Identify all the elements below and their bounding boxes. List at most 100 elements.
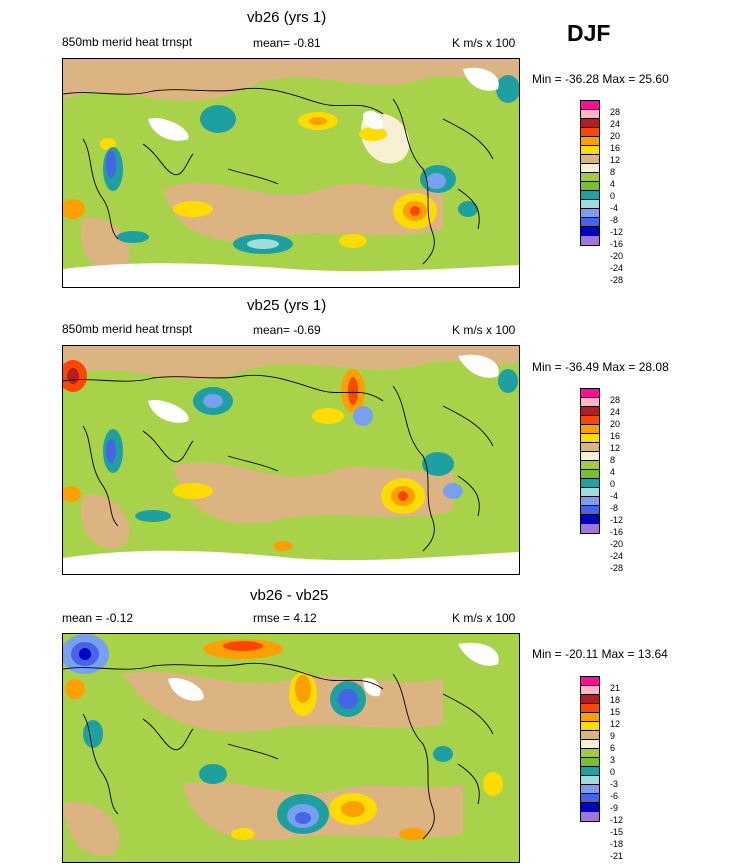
panel3-level: -3 xyxy=(610,779,619,789)
panel3-swatch xyxy=(581,740,599,749)
panel1-swatch xyxy=(581,110,599,119)
season-label: DJF xyxy=(567,20,611,46)
panel1-swatch xyxy=(581,218,599,227)
panel2-map xyxy=(62,345,520,575)
panel3-level: 3 xyxy=(610,755,616,765)
panel1-swatch xyxy=(581,200,599,209)
panel3-swatch xyxy=(581,776,599,785)
panel3-swatch xyxy=(581,731,599,740)
panel1-swatch xyxy=(581,119,599,128)
panel2-swatch xyxy=(581,515,599,524)
panel2-level: -8 xyxy=(610,503,619,513)
panel2-swatch xyxy=(581,506,599,515)
panel2-swatch xyxy=(581,389,599,398)
panel3-swatch xyxy=(581,758,599,767)
panel2-colorbar xyxy=(580,388,600,534)
panel3-units: K m/s x 100 xyxy=(452,611,516,625)
panel1-minmax: Min = -36.28 Max = 25.60 xyxy=(532,72,669,86)
panel1-swatch xyxy=(581,191,599,200)
panel1-map xyxy=(62,58,520,288)
panel1-swatch xyxy=(581,164,599,173)
panel3-level: -12 xyxy=(610,815,624,825)
panel2-swatch xyxy=(581,434,599,443)
panel3-swatch xyxy=(581,812,599,821)
panel1-level: 12 xyxy=(610,155,621,165)
panel1-title: vb26 (yrs 1) xyxy=(247,9,327,26)
panel3-level: 18 xyxy=(610,695,621,705)
panel3-level: -18 xyxy=(610,839,624,849)
panel2-level: -28 xyxy=(610,563,624,573)
panel3-minmax: Min = -20.11 Max = 13.64 xyxy=(532,647,668,661)
panel2-mean: mean= -0.69 xyxy=(253,323,321,337)
panel1-mean: mean= -0.81 xyxy=(253,36,321,50)
panel3-level: 21 xyxy=(610,683,621,693)
panel2-swatch xyxy=(581,470,599,479)
panel1-swatch xyxy=(581,137,599,146)
panel1-level: 0 xyxy=(610,191,616,201)
panel2-swatch xyxy=(581,416,599,425)
panel3-swatch xyxy=(581,785,599,794)
panel3-level: -21 xyxy=(610,851,624,861)
panel1-subtitle: 850mb merid heat trnspt xyxy=(62,35,193,49)
panel2-level: 0 xyxy=(610,479,616,489)
panel2-swatch xyxy=(581,497,599,506)
panel2-swatch xyxy=(581,407,599,416)
panel2-swatch xyxy=(581,524,599,533)
panel3-swatch xyxy=(581,695,599,704)
panel2-swatch xyxy=(581,479,599,488)
panel3-swatch xyxy=(581,794,599,803)
panel2-level: -24 xyxy=(610,551,624,561)
panel3-level: 12 xyxy=(610,719,621,729)
panel1-swatch xyxy=(581,236,599,245)
panel1-level: -4 xyxy=(610,203,619,213)
panel3-level: 6 xyxy=(610,743,616,753)
panel3-swatch xyxy=(581,767,599,776)
panel2-swatch xyxy=(581,398,599,407)
panel3-swatch xyxy=(581,704,599,713)
panel1-level: -8 xyxy=(610,215,619,225)
panel1-units: K m/s x 100 xyxy=(452,36,516,50)
panel1-level: -24 xyxy=(610,263,624,273)
panel1-level: 16 xyxy=(610,143,621,153)
panel2-level: -20 xyxy=(610,539,624,549)
panel1-level: -16 xyxy=(610,239,624,249)
panel1-swatch xyxy=(581,227,599,236)
panel2-minmax: Min = -36.49 Max = 28.08 xyxy=(532,360,669,374)
panel2-swatch xyxy=(581,488,599,497)
panel2-level: 24 xyxy=(610,407,621,417)
panel3-level: -9 xyxy=(610,803,619,813)
panel3-mean: mean = -0.12 xyxy=(62,611,134,625)
panel1-level: 4 xyxy=(610,179,616,189)
panel1-level: 28 xyxy=(610,107,621,117)
panel1-level: -20 xyxy=(610,251,624,261)
panel1-swatch xyxy=(581,182,599,191)
panel2-level: 16 xyxy=(610,431,621,441)
panel3-level: 9 xyxy=(610,731,616,741)
panel1-swatch xyxy=(581,128,599,137)
panel2-subtitle: 850mb merid heat trnspt xyxy=(62,322,193,336)
panel3-swatch xyxy=(581,686,599,695)
panel2-level: 20 xyxy=(610,419,621,429)
panel3-swatch xyxy=(581,749,599,758)
panel3-swatch xyxy=(581,722,599,731)
panel3-level: -15 xyxy=(610,827,624,837)
panel3-swatch xyxy=(581,713,599,722)
panel1-swatch xyxy=(581,173,599,182)
panel2-swatch xyxy=(581,461,599,470)
panel1-swatch xyxy=(581,146,599,155)
panel2-level: -4 xyxy=(610,491,619,501)
panel2-level: -16 xyxy=(610,527,624,537)
panel2-level: 8 xyxy=(610,455,616,465)
panel1-level: 24 xyxy=(610,119,621,129)
panel3-rmse: rmse = 4.12 xyxy=(253,611,317,625)
panel3-swatch xyxy=(581,803,599,812)
panel2-title: vb25 (yrs 1) xyxy=(247,297,327,314)
panel1-swatch xyxy=(581,155,599,164)
panel2-level: 12 xyxy=(610,443,621,453)
panel1-level: 8 xyxy=(610,167,616,177)
panel1-colorbar xyxy=(580,100,600,246)
panel2-units: K m/s x 100 xyxy=(452,323,516,337)
panel1-level: 20 xyxy=(610,131,621,141)
panel1-level: -28 xyxy=(610,275,624,285)
panel3-swatch xyxy=(581,677,599,686)
